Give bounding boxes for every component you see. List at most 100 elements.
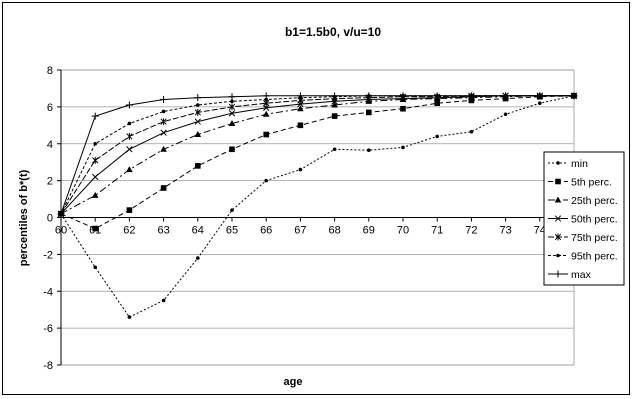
data-point (196, 103, 200, 107)
legend-label: 50th perc. (571, 214, 618, 226)
data-point (93, 265, 97, 270)
line-chart: b1=1.5b0, v/u=10 -8-6-4-2024686061626364… (18, 25, 625, 388)
data-point (366, 109, 372, 116)
x-tick-label: 67 (294, 225, 306, 237)
legend-marker (554, 215, 562, 222)
series-line (60, 95, 574, 214)
legend-label: 25th perc. (571, 195, 618, 207)
data-point (367, 148, 371, 153)
data-point (160, 118, 167, 126)
y-tick-label: 6 (47, 102, 53, 114)
y-tick-label: -6 (43, 323, 53, 335)
data-point (194, 94, 202, 102)
data-point (331, 113, 338, 119)
data-point (194, 131, 202, 138)
series-line (60, 95, 574, 215)
data-point (434, 100, 440, 106)
legend-marker (555, 178, 561, 185)
data-point (196, 256, 200, 260)
data-point (298, 167, 303, 172)
series-75th-perc (57, 92, 578, 218)
data-point (160, 185, 167, 191)
data-point (467, 92, 475, 100)
legend-item: 50th perc. (548, 214, 618, 226)
data-point (57, 210, 65, 218)
axes: -8-6-4-202468606162636465666768697071727… (43, 65, 580, 372)
data-point (228, 110, 236, 117)
data-point (263, 104, 270, 111)
data-point (160, 145, 167, 152)
x-tick-label: 65 (226, 225, 238, 237)
y-tick-label: -4 (43, 286, 53, 298)
data-point (468, 97, 475, 104)
legend-item: min (548, 158, 588, 170)
y-axis-label: percentiles of b*(t) (18, 169, 30, 266)
x-tick-label: 70 (397, 225, 409, 237)
data-point (262, 110, 270, 117)
legend-label: 5th perc. (571, 177, 612, 189)
series-max (57, 92, 578, 218)
data-point (365, 92, 373, 100)
legend-marker (554, 196, 562, 203)
data-point (125, 101, 133, 109)
data-point (538, 101, 542, 105)
data-point (126, 166, 133, 173)
legend-label: 95th perc. (571, 251, 618, 263)
series-line (60, 95, 575, 318)
legend-marker (556, 161, 560, 165)
data-point (92, 225, 98, 232)
chart-frame: b1=1.5b0, v/u=10 -8-6-4-2024686061626364… (2, 2, 630, 395)
x-tick-label: 74 (534, 225, 546, 237)
data-point (127, 121, 132, 126)
data-point (296, 92, 304, 100)
data-point (160, 129, 167, 136)
data-point (230, 99, 234, 104)
x-tick-label: 66 (260, 225, 272, 237)
data-point (229, 146, 235, 153)
data-point (331, 101, 338, 108)
data-point (264, 178, 269, 183)
x-tick-label: 73 (499, 225, 511, 237)
legend-marker (554, 270, 562, 278)
data-point (332, 147, 337, 152)
x-tick-label: 60 (55, 225, 67, 237)
data-point (126, 207, 133, 213)
data-point (161, 298, 166, 303)
y-tick-label: 0 (47, 213, 53, 225)
data-point (230, 208, 234, 212)
x-tick-label: 64 (192, 225, 204, 237)
data-point (228, 119, 236, 126)
legend-item: max (548, 269, 592, 281)
data-point (433, 92, 441, 100)
data-point (469, 129, 474, 134)
legend-label: max (571, 269, 592, 281)
series-line (60, 95, 574, 215)
data-point (297, 105, 304, 112)
series-25th-perc (57, 92, 578, 217)
data-point (400, 105, 406, 112)
data-point (127, 315, 132, 319)
data-point (570, 92, 578, 100)
data-point (126, 146, 133, 153)
data-point (399, 92, 407, 100)
data-point (435, 134, 440, 139)
x-axis-label: age (284, 376, 303, 388)
legend-marker (554, 233, 562, 241)
legend-item: 25th perc. (548, 195, 618, 207)
legend-item: 75th perc. (548, 232, 618, 244)
series-line (60, 95, 574, 215)
data-point (160, 96, 168, 103)
data-point (194, 118, 201, 125)
data-point (228, 93, 236, 101)
series-5th-perc (58, 93, 577, 232)
x-tick-label: 69 (363, 225, 375, 237)
data-point (502, 92, 510, 100)
data-point (297, 122, 304, 129)
chart-title: b1=1.5b0, v/u=10 (285, 25, 381, 39)
data-point (331, 92, 339, 100)
x-tick-label: 71 (431, 225, 443, 237)
data-point (401, 145, 405, 150)
data-point (161, 109, 166, 114)
data-point (91, 191, 99, 198)
series-min (59, 94, 576, 319)
